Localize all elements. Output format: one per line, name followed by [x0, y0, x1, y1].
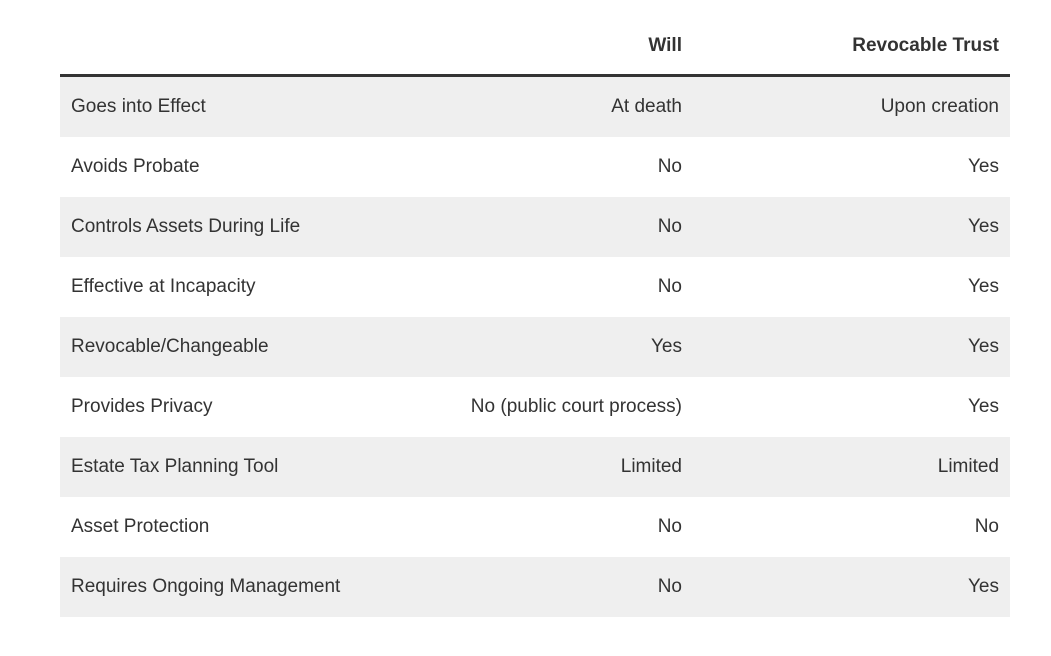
will-cell: No: [443, 197, 693, 257]
table-row: Provides Privacy No (public court proces…: [60, 377, 1010, 437]
header-will: Will: [443, 17, 693, 77]
trust-cell: Yes: [693, 257, 1010, 317]
trust-cell: Yes: [693, 557, 1010, 617]
row-label: Revocable/Changeable: [60, 317, 443, 377]
header-feature: [60, 17, 443, 77]
table-row: Goes into Effect At death Upon creation: [60, 75, 1010, 137]
row-label: Goes into Effect: [60, 75, 443, 137]
table-header: Will Revocable Trust: [60, 17, 1010, 77]
table-row: Controls Assets During Life No Yes: [60, 197, 1010, 257]
trust-cell: Yes: [693, 377, 1010, 437]
trust-cell: Upon creation: [693, 75, 1010, 137]
will-cell: No: [443, 137, 693, 197]
will-cell: Yes: [443, 317, 693, 377]
will-cell: At death: [443, 75, 693, 137]
table-row: Asset Protection No No: [60, 497, 1010, 557]
will-vs-trust-comparison-table: Will Revocable Trust Goes into Effect At…: [60, 17, 1010, 617]
comparison-table-container: Will Revocable Trust Goes into Effect At…: [60, 17, 1010, 617]
row-label: Controls Assets During Life: [60, 197, 443, 257]
header-row: Will Revocable Trust: [60, 17, 1010, 77]
row-label: Estate Tax Planning Tool: [60, 437, 443, 497]
trust-cell: Limited: [693, 437, 1010, 497]
header-revocable-trust: Revocable Trust: [693, 17, 1010, 77]
row-label: Effective at Incapacity: [60, 257, 443, 317]
trust-cell: Yes: [693, 317, 1010, 377]
will-cell: No: [443, 257, 693, 317]
row-label: Requires Ongoing Management: [60, 557, 443, 617]
row-label: Asset Protection: [60, 497, 443, 557]
row-label: Avoids Probate: [60, 137, 443, 197]
trust-cell: No: [693, 497, 1010, 557]
trust-cell: Yes: [693, 197, 1010, 257]
will-cell: No (public court process): [443, 377, 693, 437]
trust-cell: Yes: [693, 137, 1010, 197]
table-row: Avoids Probate No Yes: [60, 137, 1010, 197]
will-cell: Limited: [443, 437, 693, 497]
will-cell: No: [443, 557, 693, 617]
table-row: Effective at Incapacity No Yes: [60, 257, 1010, 317]
table-row: Requires Ongoing Management No Yes: [60, 557, 1010, 617]
table-row: Estate Tax Planning Tool Limited Limited: [60, 437, 1010, 497]
table-row: Revocable/Changeable Yes Yes: [60, 317, 1010, 377]
will-cell: No: [443, 497, 693, 557]
table-body: Goes into Effect At death Upon creation …: [60, 75, 1010, 617]
row-label: Provides Privacy: [60, 377, 443, 437]
